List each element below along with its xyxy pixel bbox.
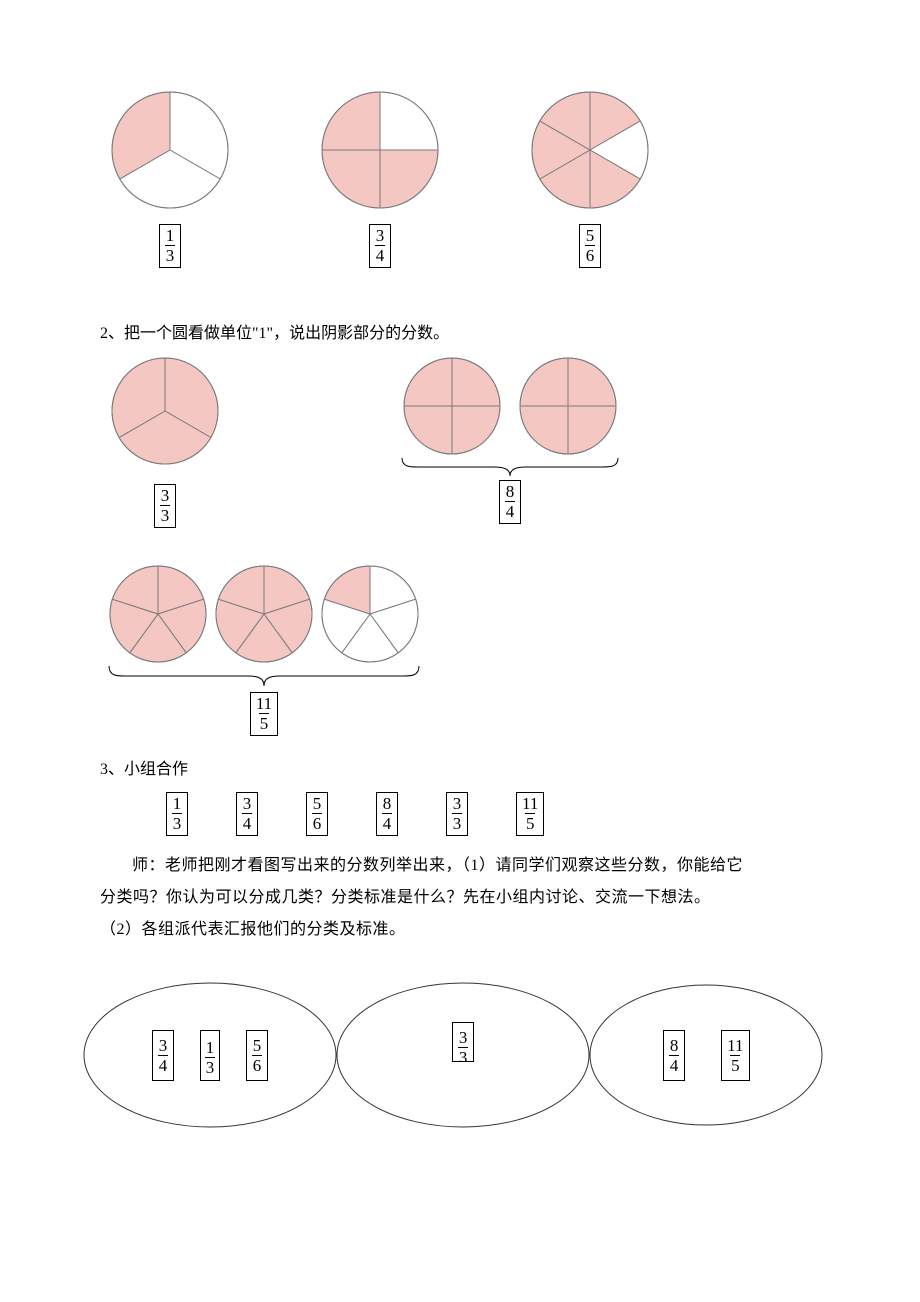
fraction-box: 33 [446, 792, 468, 836]
row1: 1 3 3 4 5 6 [110, 90, 820, 268]
row1-item-2: 3 4 [320, 90, 440, 268]
q3-fraction-list: 13 34 56 84 33 115 [166, 792, 820, 836]
fraction-num: 1 [166, 227, 175, 245]
q2-row1: 3 3 8 4 [110, 356, 820, 528]
brace-8-4 [400, 456, 620, 478]
q2-group-8-4: 8 4 [400, 356, 620, 524]
fraction-box: 13 [200, 1030, 220, 1081]
fraction-den: 5 [730, 1055, 740, 1074]
fraction-box: 84 [376, 792, 398, 836]
fraction-num: 3 [159, 1037, 168, 1055]
q2-group-11-5: 11 5 [104, 564, 424, 736]
fraction-num: 3 [243, 795, 252, 813]
fraction-num: 5 [313, 795, 322, 813]
page: 1 3 3 4 5 6 2、把一个圆看做单位"1"，说出阴影部分的分数。 [0, 0, 920, 1190]
group-ellipse-2: 33 [333, 980, 586, 1130]
fraction-den: 4 [382, 813, 392, 832]
fraction-den: 4 [375, 245, 385, 264]
q2-group-3-3: 3 3 [110, 356, 220, 528]
pie-5-5-a [108, 564, 208, 664]
pie-5-6 [530, 90, 650, 210]
fraction-den: 4 [669, 1055, 679, 1074]
pie-1-3 [110, 90, 230, 210]
fraction-box: 1 3 [159, 224, 181, 268]
fraction-box: 11 5 [250, 692, 278, 736]
q2-heading: 2、把一个圆看做单位"1"，说出阴影部分的分数。 [100, 318, 820, 350]
q3-groups: 34 13 56 33 84 115 [80, 980, 820, 1130]
pie-4-4-b [518, 356, 618, 456]
fraction-box: 3 3 [154, 484, 176, 528]
pie-3-4 [320, 90, 440, 210]
fraction-num: 1 [173, 795, 182, 813]
q2-group-11-5-circles [108, 564, 420, 664]
pie-3-3 [110, 356, 220, 466]
fraction-num: 11 [522, 795, 538, 813]
fraction-num: 3 [453, 795, 462, 813]
fraction-num: 5 [253, 1037, 262, 1055]
fraction-den: 6 [252, 1055, 262, 1074]
fraction-box: 3 4 [369, 224, 391, 268]
fraction-den: 3 [165, 245, 175, 264]
q3-para1-line2: 分类吗？你认为可以分成几类？分类标准是什么？先在小组内讨论、交流一下想法。 [100, 882, 820, 914]
fraction-box: 84 [663, 1030, 685, 1081]
q3-para2: （2）各组派代表汇报他们的分类及标准。 [100, 914, 820, 946]
fraction-num: 11 [256, 695, 272, 713]
fraction-den: 6 [585, 245, 595, 264]
fraction-num: 11 [727, 1037, 743, 1055]
pie-4-4-a [402, 356, 502, 456]
fraction-box: 56 [306, 792, 328, 836]
fraction-den: 3 [452, 813, 462, 832]
fraction-num: 8 [670, 1037, 679, 1055]
fraction-box: 34 [236, 792, 258, 836]
fraction-num: 3 [161, 487, 170, 505]
fraction-box: 33 [452, 1022, 474, 1062]
fraction-box: 5 6 [579, 224, 601, 268]
fraction-den: 5 [525, 813, 535, 832]
q2-group-8-4-circles [402, 356, 618, 456]
fraction-num: 3 [376, 227, 385, 245]
fraction-den: 4 [242, 813, 252, 832]
fraction-num: 5 [586, 227, 595, 245]
fraction-num: 1 [206, 1039, 215, 1057]
fraction-box: 115 [516, 792, 544, 836]
fraction-den: 3 [458, 1047, 468, 1062]
row1-item-3: 5 6 [530, 90, 650, 268]
fraction-den: 4 [158, 1055, 168, 1074]
fraction-den: 3 [205, 1057, 215, 1076]
fraction-den: 3 [172, 813, 182, 832]
q3-heading: 3、小组合作 [100, 754, 820, 786]
pie-1-5 [320, 564, 420, 664]
brace-11-5 [106, 664, 422, 688]
fraction-den: 3 [160, 505, 170, 524]
pie-5-5-b [214, 564, 314, 664]
fraction-box: 34 [152, 1030, 174, 1081]
row1-item-1: 1 3 [110, 90, 230, 268]
fraction-num: 8 [383, 795, 392, 813]
group-ellipse-3: 84 115 [586, 980, 820, 1130]
fraction-box: 115 [721, 1030, 749, 1081]
fraction-den: 6 [312, 813, 322, 832]
fraction-den: 4 [505, 501, 515, 520]
fraction-num: 8 [506, 483, 515, 501]
fraction-box: 8 4 [499, 480, 521, 524]
fraction-box: 13 [166, 792, 188, 836]
fraction-box: 56 [246, 1030, 268, 1081]
q3-para1-line1: 师：老师把刚才看图写出来的分数列举出来，（1）请同学们观察这些分数，你能给它 [100, 850, 820, 882]
fraction-den: 5 [259, 713, 269, 732]
group-ellipse-1: 34 13 56 [80, 980, 333, 1130]
fraction-num: 3 [459, 1029, 468, 1047]
